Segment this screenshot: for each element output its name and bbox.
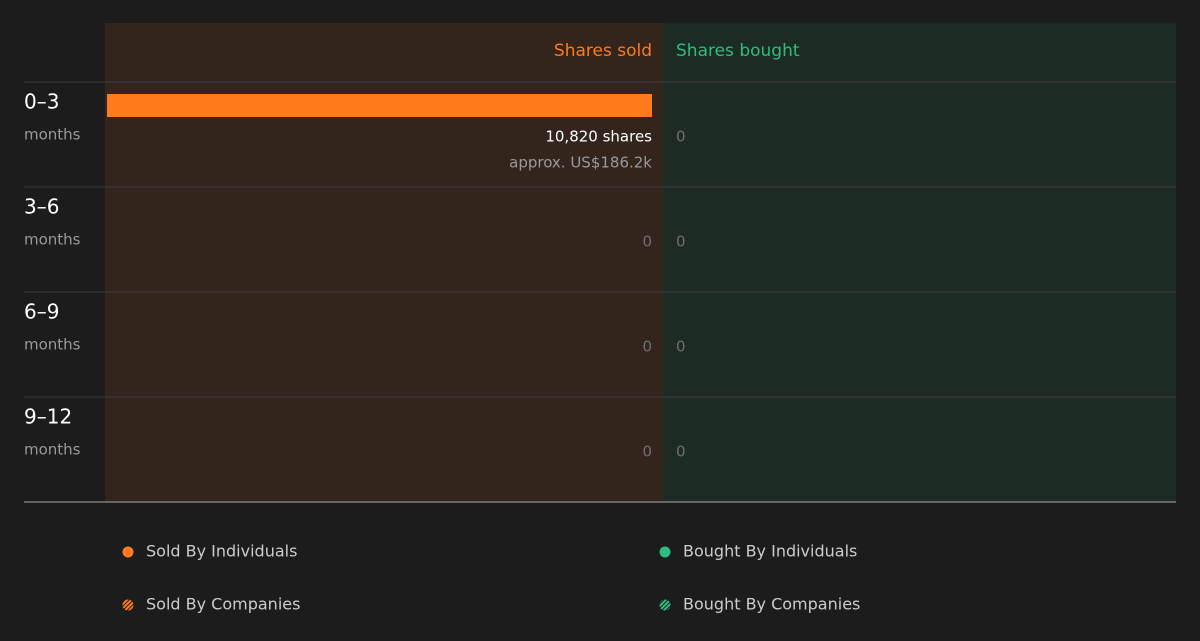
row-unit: months: [24, 126, 81, 144]
value-label: 0: [676, 128, 686, 146]
value-label: 0: [676, 338, 686, 356]
panel: [663, 23, 1176, 502]
row-label: 9–12: [24, 405, 72, 429]
legend-label: Bought By Individuals: [683, 542, 857, 561]
row-label: 6–9: [24, 300, 59, 324]
value-label: 0: [642, 233, 652, 251]
legend-label: Bought By Companies: [683, 595, 860, 614]
bar: [107, 94, 652, 117]
legend-label: Sold By Companies: [146, 595, 300, 614]
value-label: 0: [642, 443, 652, 461]
row-label: 0–3: [24, 90, 59, 114]
value-label: 10,820 shares: [545, 128, 652, 146]
column-header: Shares sold: [554, 41, 652, 61]
legend-marker: [122, 599, 134, 611]
legend-marker: [659, 546, 671, 558]
row-unit: months: [24, 336, 81, 354]
row-label: 3–6: [24, 195, 59, 219]
value-label: 0: [676, 443, 686, 461]
legend-label: Sold By Individuals: [146, 542, 297, 561]
legend-marker: [659, 599, 671, 611]
value-label: 0: [642, 338, 652, 356]
legend-marker: [122, 546, 134, 558]
value-note: approx. US$186.2k: [509, 154, 652, 172]
value-label: 0: [676, 233, 686, 251]
row-unit: months: [24, 231, 81, 249]
row-unit: months: [24, 441, 81, 459]
column-header: Shares bought: [676, 41, 800, 61]
